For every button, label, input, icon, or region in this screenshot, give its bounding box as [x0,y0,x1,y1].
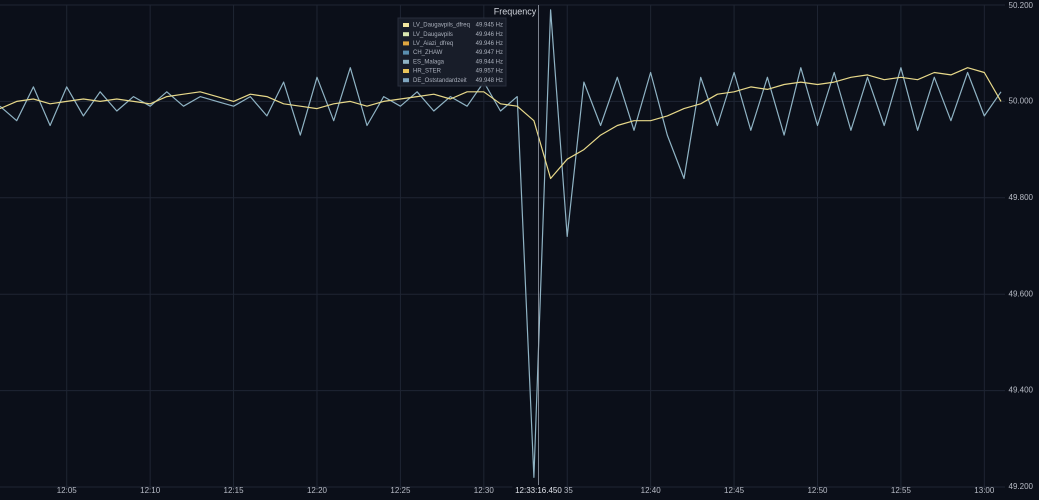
legend-box [397,17,507,87]
legend-label: HR_STER [413,69,442,75]
x-tick-label: 12:05 [57,486,78,495]
legend-label: CH_ZHAW [413,50,443,56]
legend-swatch [403,59,409,64]
legend-value: 49.946 Hz [476,41,503,47]
x-tick-label: 12:10 [140,486,161,495]
legend-swatch [403,69,409,73]
x-tick-label: 12:40 [641,486,662,495]
crosshair-label-bg [512,485,565,497]
y-tick-label: 50.000 [1009,97,1034,106]
series-line [0,9,1002,478]
x-tick-label: 12:55 [891,486,912,495]
series-line [0,67,1002,180]
y-tick-label: 50.200 [1009,1,1034,10]
chart-title: Frequency [494,6,537,16]
x-tick-label: 12:45 [724,486,745,495]
legend-swatch [403,23,409,27]
x-tick-label: 12:20 [307,486,328,495]
legend-value: 49.947 Hz [476,50,503,56]
x-tick-label: 13:00 [974,486,995,495]
legend-swatch [403,50,409,55]
y-tick-label: 49.200 [1009,482,1034,491]
legend-value: 49.946 Hz [476,32,503,38]
legend-label: ES_Malaga [413,59,445,65]
legend-label: LV_Daugavpils_dfreq [413,23,470,29]
legend-value: 49.944 Hz [476,59,503,65]
legend: LV_Daugavpils_dfreq 49.945 Hz LV_Daugavpil… [397,17,507,87]
y-tick-label: 49.800 [1009,193,1034,202]
legend-label: LV_Aiazi_dfreq [413,41,453,47]
x-tick-label: 12:50 [807,486,828,495]
x-tick-label: :35 [562,486,574,495]
x-tick-label: 12:15 [224,486,245,495]
y-tick-label: 49.600 [1009,289,1034,298]
legend-value: 49.957 Hz [476,69,503,75]
x-tick-label: 12:25 [390,486,411,495]
legend-value: 49.948 Hz [476,78,503,84]
legend-swatch [403,41,409,46]
legend-label: DE_Oststandardzeit [413,78,467,84]
legend-swatch [403,32,409,37]
crosshair-label: 12:33:16.450 [515,486,562,495]
legend-value: 49.945 Hz [476,23,503,29]
legend-label: LV_Daugavpils [413,32,453,38]
x-tick-label: 12:30 [474,486,495,495]
y-tick-label: 49.400 [1009,386,1034,395]
legend-swatch [403,78,409,83]
